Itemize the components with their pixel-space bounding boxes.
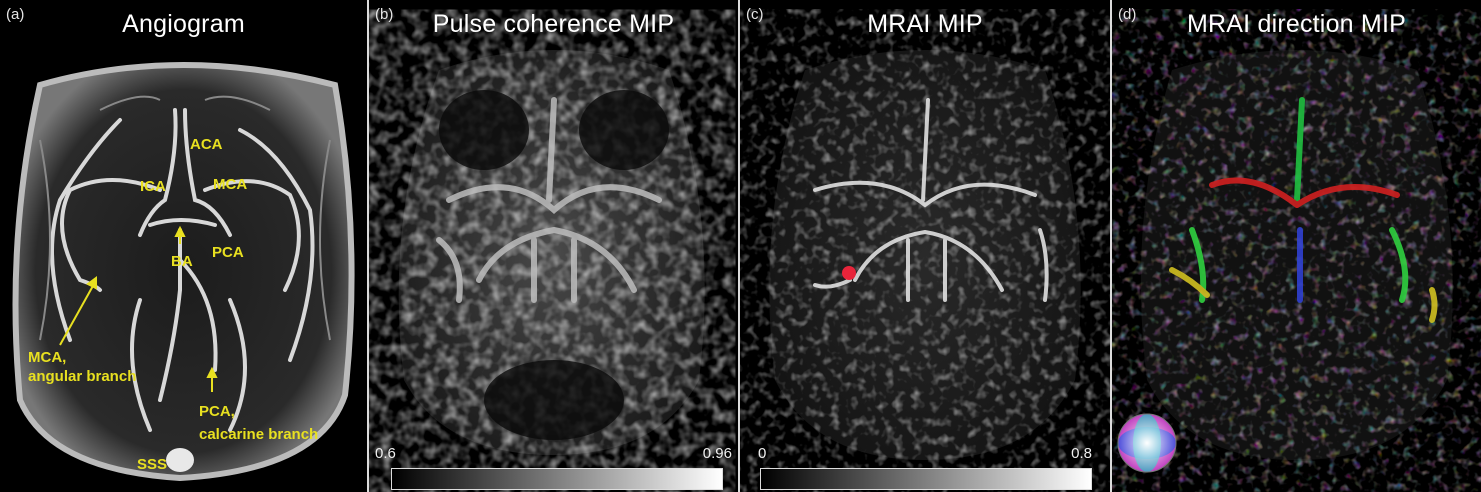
label-aca: ACA	[190, 136, 223, 153]
label-pca-calcarine-1: PCA,	[199, 403, 235, 420]
panel-b-title: Pulse coherence MIP	[432, 10, 675, 38]
panel-mrai-direction: (d) MRAI direction MIP	[1112, 0, 1481, 492]
pulse-coherence-image	[398, 50, 705, 455]
label-sss: SSS	[137, 456, 168, 473]
panel-d-title: MRAI direction MIP	[1187, 10, 1406, 38]
panel-c-letter: (c)	[746, 6, 764, 23]
colorbar-b-min: 0.6	[375, 445, 396, 462]
label-ba: BA	[171, 253, 193, 270]
colorbar-b-max: 0.96	[702, 445, 732, 462]
label-pca: PCA	[212, 244, 244, 261]
panel-c-title: MRAI MIP	[867, 10, 983, 38]
angiogram-image	[12, 62, 355, 482]
colorbar-b	[391, 468, 723, 490]
label-mca-angular-1: MCA,	[28, 349, 67, 366]
marker-dot	[842, 266, 856, 280]
divider-3	[1110, 0, 1112, 492]
mrai-direction-image	[1117, 50, 1453, 473]
label-ica: ICA	[140, 178, 166, 195]
label-mca-angular-2: angular branch	[28, 368, 137, 385]
divider-2	[738, 0, 740, 492]
panel-b-letter: (b)	[375, 6, 394, 23]
panel-mrai: (c) MRAI MIP 0 0.8	[740, 0, 1110, 492]
panel-a-title: Angiogram	[122, 10, 245, 38]
mrai-image	[769, 50, 1081, 460]
divider-1	[367, 0, 369, 492]
label-pca-calcarine-2: calcarine branch	[199, 426, 319, 443]
panel-angiogram: (a) Angiogram ACA ICA MCA BA PCA MCA, an…	[0, 0, 367, 492]
panel-d-letter: (d)	[1118, 6, 1137, 23]
label-mca: MCA	[213, 176, 248, 193]
colorbar-c-max: 0.8	[1071, 445, 1092, 462]
direction-color-wheel	[1117, 413, 1177, 473]
colorbar-c	[760, 468, 1092, 490]
panel-a-letter: (a)	[6, 6, 25, 23]
panel-pulse-coherence: (b) Pulse coherence MIP 0.6 0.96	[369, 0, 738, 492]
colorbar-c-min: 0	[758, 445, 767, 462]
